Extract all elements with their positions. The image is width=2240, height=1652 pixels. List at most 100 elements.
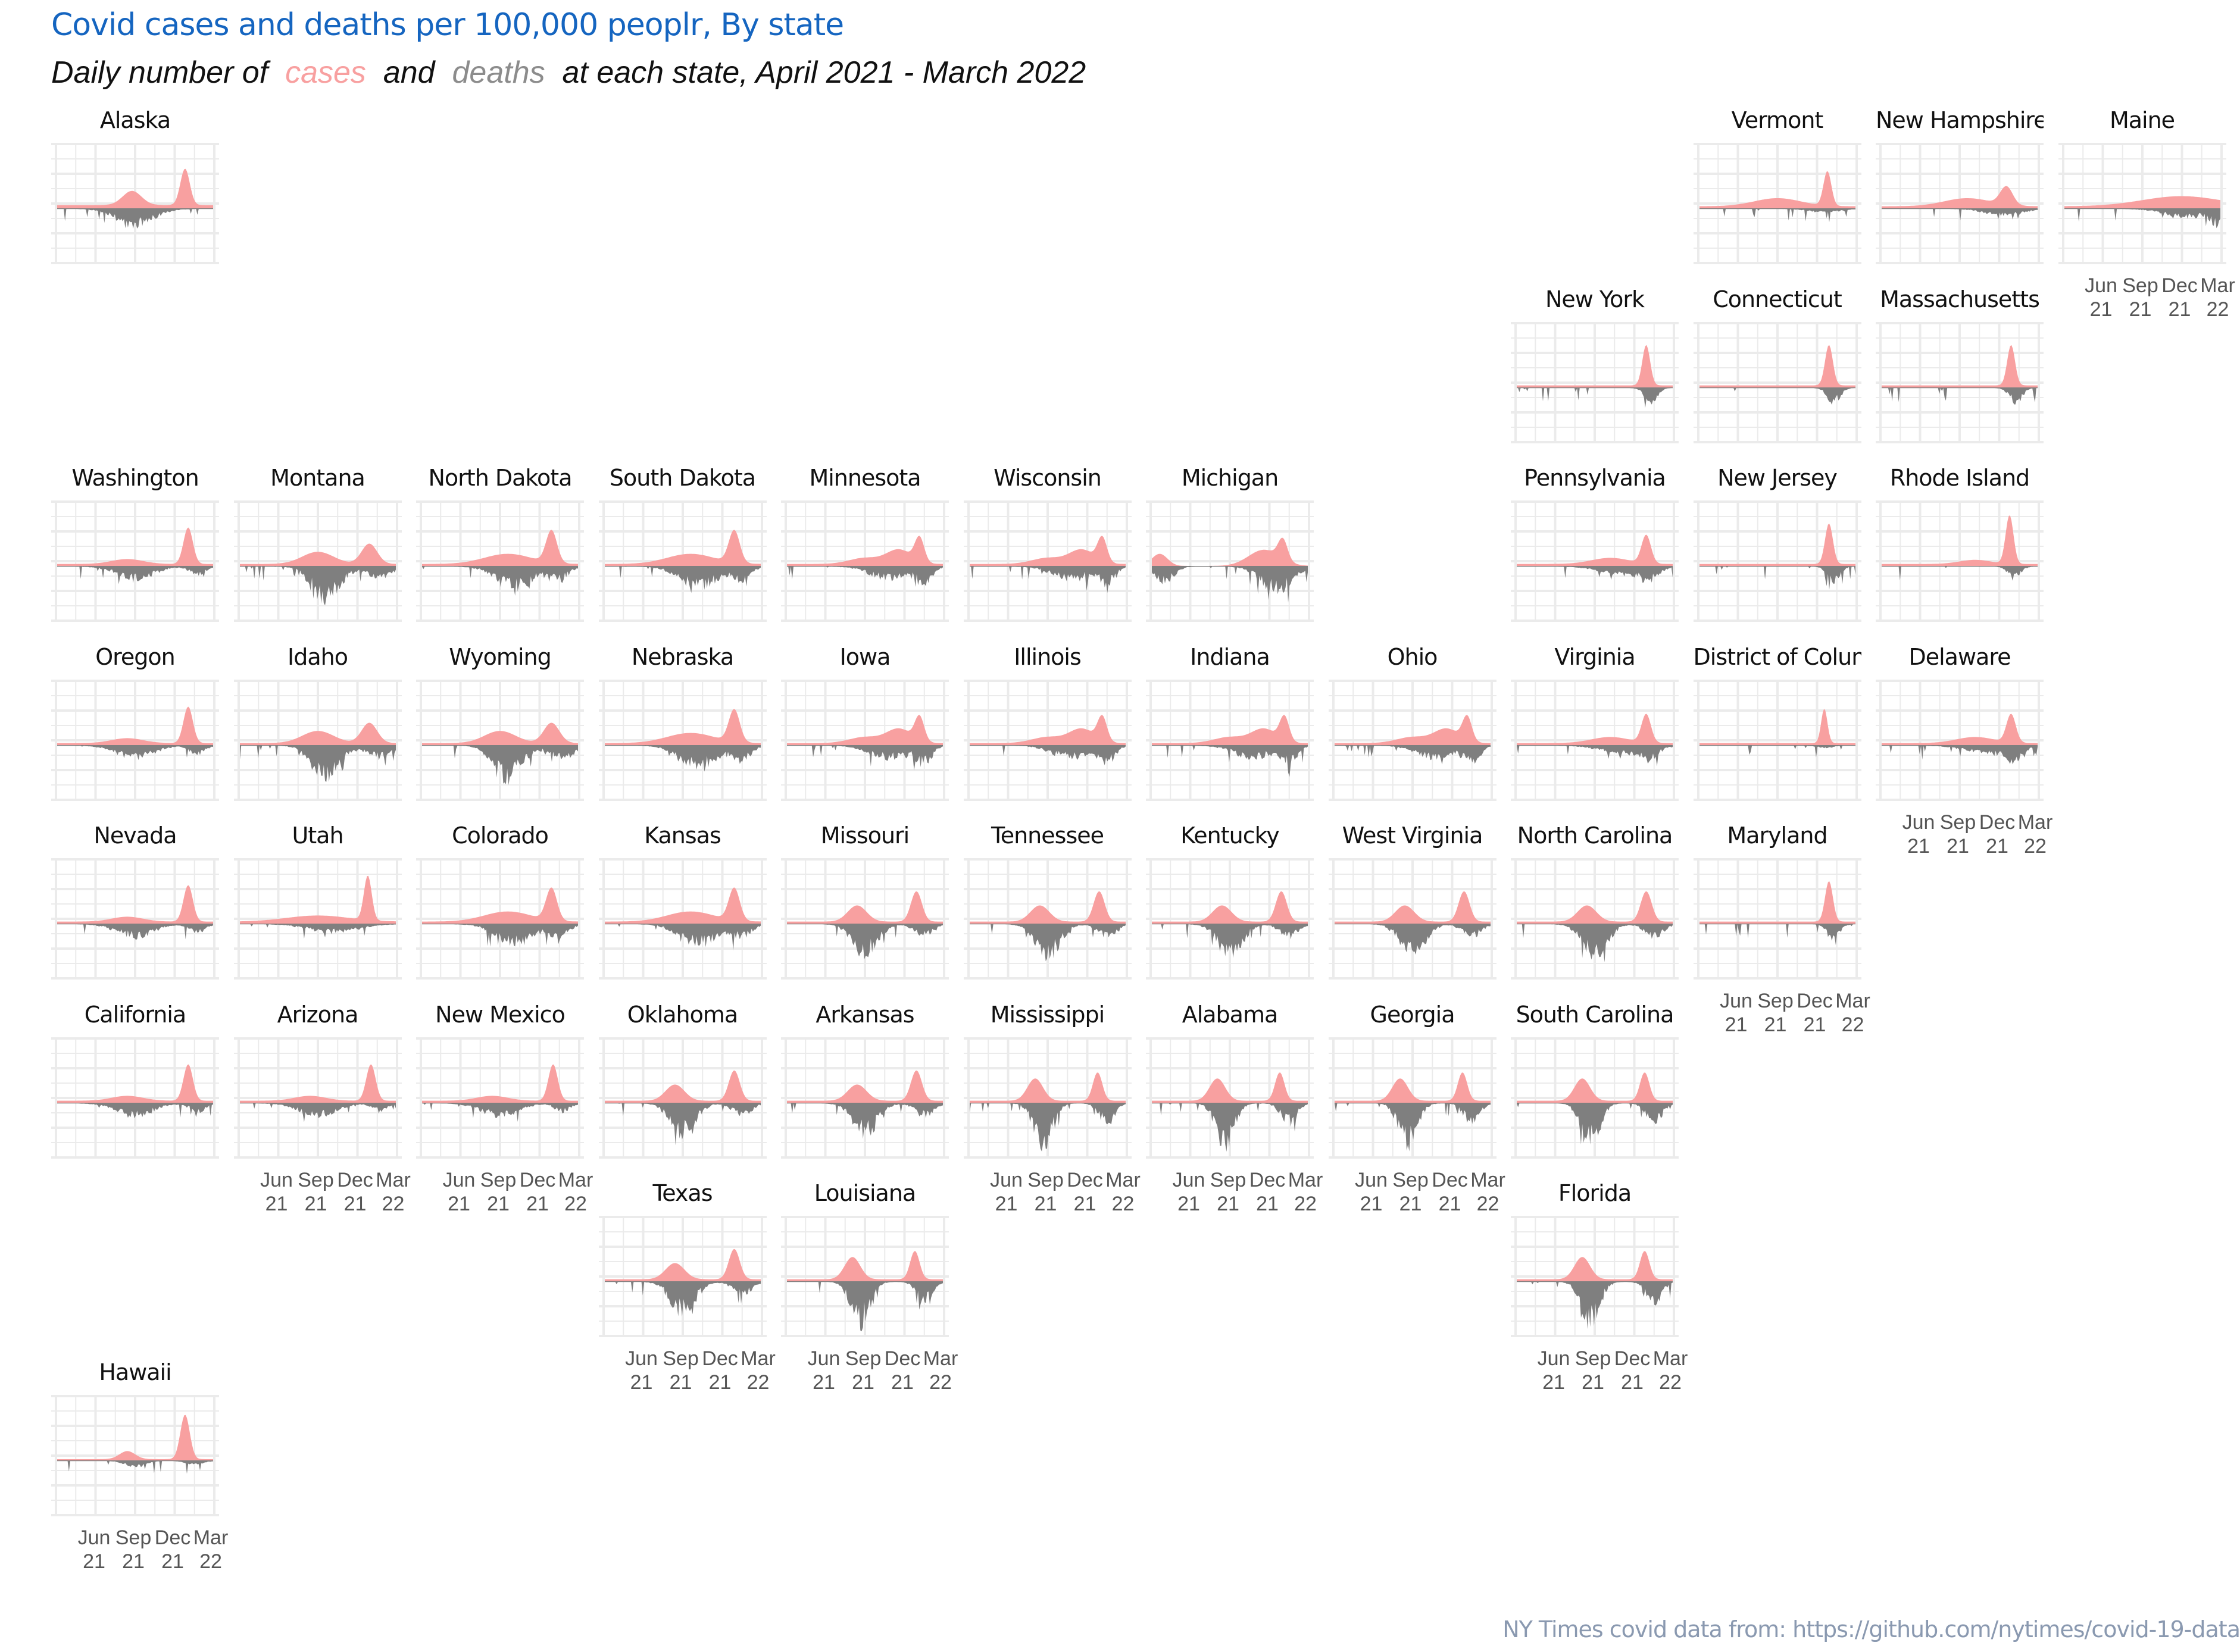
panel-colorado: Colorado [416, 822, 584, 989]
cases-area [969, 714, 1126, 745]
deaths-area [1517, 387, 1673, 408]
panel-south-carolina: South Carolina [1511, 1002, 1679, 1168]
cases-area [1699, 523, 1855, 566]
x-tick-label: Sep 21 [1757, 990, 1794, 1036]
panel-state-label: Arkansas [816, 1001, 914, 1028]
panel-gridlines [1876, 500, 2044, 622]
deaths-area [1699, 744, 1855, 758]
panel-state-label: Maine [2109, 107, 2175, 133]
panel-plot [233, 1037, 402, 1159]
panel-plot [1511, 1216, 1679, 1337]
subtitle-cases-word: cases [285, 55, 366, 90]
panel-state-label: Wisconsin [994, 465, 1102, 491]
panel-state-label: Vermont [1731, 107, 1824, 133]
cases-area [787, 536, 943, 566]
panel-plot [233, 858, 402, 980]
x-axis-labels: Jun 21 Sep 21 Dec 21 Mar 22 [1329, 1168, 1505, 1222]
deaths-area [57, 1102, 213, 1118]
panel-plot [1146, 1037, 1314, 1159]
x-tick-label: Dec 21 [1797, 990, 1833, 1036]
panel-plot [1511, 679, 1679, 801]
panel-plot [598, 1037, 767, 1159]
cases-area [2064, 196, 2220, 208]
deaths-area [1882, 744, 2038, 764]
panel-plot [1328, 679, 1497, 801]
cases-area [239, 1063, 396, 1103]
panel-plot [1511, 1037, 1679, 1159]
panel-virginia: Virginia [1511, 644, 1679, 811]
deaths-area [422, 566, 578, 596]
deaths-area [604, 744, 761, 772]
cases-area [604, 708, 761, 745]
panel-state-label: Mississippi [990, 1001, 1105, 1028]
deaths-area [57, 1460, 213, 1473]
panel-new-mexico: New Mexico Jun 21 Sep 21 Dec 21 Mar 22 [416, 1002, 593, 1215]
deaths-area [1699, 924, 1855, 946]
deaths-area [57, 566, 213, 584]
deaths-area [1334, 1102, 1491, 1152]
cases-area [1334, 891, 1491, 924]
x-tick-label: Jun 21 [1355, 1168, 1388, 1215]
cases-area [604, 1249, 761, 1281]
panel-georgia: Georgia Jun 21 Sep 21 Dec 21 Mar 22 [1328, 1002, 1505, 1215]
cases-area [57, 885, 213, 924]
x-tick-label: Mar 22 [376, 1168, 411, 1215]
x-axis-labels: Jun 21 Sep 21 Dec 21 Mar 22 [781, 1347, 958, 1400]
panel-state-label: Ohio [1387, 643, 1438, 670]
panel-minnesota: Minnesota [781, 465, 949, 631]
x-tick-label: Mar 22 [193, 1526, 229, 1573]
panel-iowa: Iowa [781, 644, 949, 811]
panel-plot [598, 679, 767, 801]
deaths-area [239, 924, 396, 939]
panel-plot [416, 1037, 584, 1159]
x-tick-label: Sep 21 [115, 1526, 152, 1573]
subtitle-after: at each state, April 2021 - March 2022 [562, 55, 1086, 90]
panel-connecticut: Connecticut [1693, 286, 1861, 453]
cases-area [969, 891, 1126, 924]
x-axis-labels: Jun 21 Sep 21 Dec 21 Mar 22 [2058, 274, 2235, 327]
x-tick-label: Mar 22 [741, 1347, 776, 1394]
panel-plot [1146, 858, 1314, 980]
x-tick-label: Sep 21 [1210, 1168, 1246, 1215]
panel-florida: Florida Jun 21 Sep 21 Dec 21 Mar 22 [1511, 1180, 1688, 1394]
panel-plot [598, 1216, 767, 1337]
panel-state-label: Florida [1558, 1180, 1632, 1206]
x-tick-label: Mar 22 [2200, 274, 2235, 321]
panel-arizona: Arizona Jun 21 Sep 21 Dec 21 Mar 22 [233, 1002, 411, 1215]
x-axis-labels: Jun 21 Sep 21 Dec 21 Mar 22 [1876, 811, 2053, 864]
panel-hawaii: Hawaii Jun 21 Sep 21 Dec 21 Mar 22 [51, 1359, 228, 1573]
cases-area [1152, 537, 1308, 566]
x-tick-label: Dec 21 [337, 1168, 373, 1215]
x-tick-label: Jun 21 [260, 1168, 293, 1215]
panel-gridlines [963, 679, 1132, 801]
deaths-area [239, 566, 396, 606]
x-tick-label: Sep 21 [1939, 811, 1976, 858]
panel-state-label: South Carolina [1516, 1001, 1674, 1028]
panel-plot [1876, 143, 2044, 264]
x-tick-label: Dec 21 [1614, 1347, 1651, 1394]
panel-louisiana: Louisiana Jun 21 Sep 21 Dec 21 Mar 22 [781, 1180, 958, 1394]
panel-state-label: Washington [71, 465, 199, 491]
panel-state-label: District of Columbia [1693, 643, 1861, 670]
panel-plot [598, 500, 767, 622]
panel-gridlines [233, 1037, 402, 1159]
panel-state-label: Texas [652, 1180, 713, 1206]
panel-plot [2058, 143, 2226, 264]
deaths-area [1517, 744, 1673, 766]
panel-ohio: Ohio [1328, 643, 1497, 811]
panel-state-label: Pennsylvania [1524, 465, 1666, 491]
panel-state-label: Michigan [1181, 465, 1279, 491]
cases-area [239, 722, 396, 745]
cases-area [1882, 345, 2038, 387]
x-tick-label: Sep 21 [1027, 1168, 1064, 1215]
x-tick-label: Jun 21 [2085, 274, 2117, 321]
panel-plot [1328, 858, 1497, 980]
cases-area [1699, 708, 1855, 745]
panel-state-label: Indiana [1190, 643, 1270, 670]
cases-area [57, 706, 213, 745]
panel-maine: Maine Jun 21 Sep 21 Dec 21 Mar 22 [2058, 107, 2235, 321]
panel-nebraska: Nebraska [598, 644, 767, 811]
panel-texas: Texas Jun 21 Sep 21 Dec 21 Mar 22 [598, 1180, 776, 1394]
panel-rhode-island: Rhode Island [1876, 465, 2044, 631]
panel-arkansas: Arkansas [781, 1002, 949, 1168]
